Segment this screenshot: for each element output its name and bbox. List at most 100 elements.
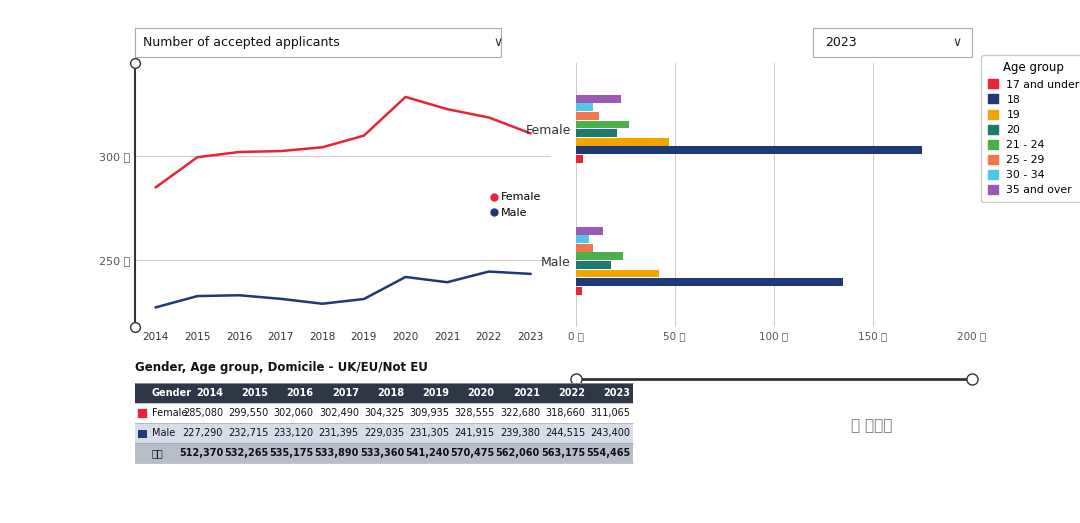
FancyBboxPatch shape bbox=[451, 383, 497, 403]
Text: 302,490: 302,490 bbox=[319, 408, 359, 418]
FancyBboxPatch shape bbox=[271, 444, 316, 463]
FancyBboxPatch shape bbox=[542, 403, 588, 423]
FancyBboxPatch shape bbox=[316, 444, 362, 463]
FancyBboxPatch shape bbox=[362, 444, 407, 463]
Text: 2016: 2016 bbox=[286, 388, 313, 398]
FancyBboxPatch shape bbox=[135, 383, 180, 403]
FancyBboxPatch shape bbox=[137, 408, 147, 418]
Text: 554,465: 554,465 bbox=[586, 448, 631, 458]
Text: Gender: Gender bbox=[151, 388, 192, 398]
Text: 244,515: 244,515 bbox=[545, 428, 585, 438]
FancyBboxPatch shape bbox=[451, 403, 497, 423]
Bar bbox=[576, 287, 581, 294]
FancyBboxPatch shape bbox=[180, 423, 226, 444]
Text: 2023: 2023 bbox=[604, 388, 631, 398]
FancyBboxPatch shape bbox=[542, 423, 588, 444]
Text: Male: Male bbox=[151, 428, 175, 438]
Text: 2022: 2022 bbox=[558, 388, 585, 398]
FancyBboxPatch shape bbox=[271, 383, 316, 403]
FancyBboxPatch shape bbox=[135, 403, 180, 423]
Text: 243,400: 243,400 bbox=[591, 428, 631, 438]
FancyBboxPatch shape bbox=[407, 423, 451, 444]
FancyBboxPatch shape bbox=[542, 383, 588, 403]
Text: 2017: 2017 bbox=[332, 388, 359, 398]
FancyBboxPatch shape bbox=[497, 423, 542, 444]
FancyBboxPatch shape bbox=[542, 444, 588, 463]
Text: 533,360: 533,360 bbox=[360, 448, 404, 458]
Bar bbox=[576, 278, 843, 286]
Text: 309,935: 309,935 bbox=[409, 408, 449, 418]
Text: 241,915: 241,915 bbox=[455, 428, 495, 438]
Bar bbox=[576, 112, 599, 120]
FancyBboxPatch shape bbox=[588, 423, 633, 444]
Bar bbox=[576, 244, 593, 252]
Text: 318,660: 318,660 bbox=[545, 408, 585, 418]
FancyBboxPatch shape bbox=[407, 383, 451, 403]
Text: 311,065: 311,065 bbox=[591, 408, 631, 418]
FancyBboxPatch shape bbox=[588, 403, 633, 423]
FancyBboxPatch shape bbox=[407, 444, 451, 463]
Text: 2018: 2018 bbox=[377, 388, 404, 398]
FancyBboxPatch shape bbox=[316, 383, 362, 403]
Text: 2023: 2023 bbox=[825, 37, 856, 50]
FancyBboxPatch shape bbox=[226, 383, 271, 403]
FancyBboxPatch shape bbox=[137, 428, 147, 438]
FancyBboxPatch shape bbox=[226, 403, 271, 423]
Text: 总计: 总计 bbox=[151, 448, 163, 458]
Text: 2021: 2021 bbox=[513, 388, 540, 398]
Bar bbox=[576, 120, 630, 128]
Text: ∨: ∨ bbox=[492, 37, 502, 50]
FancyBboxPatch shape bbox=[407, 403, 451, 423]
FancyBboxPatch shape bbox=[362, 383, 407, 403]
Text: Number of accepted applicants: Number of accepted applicants bbox=[144, 37, 340, 50]
Bar bbox=[576, 138, 669, 145]
Bar bbox=[576, 95, 621, 103]
Text: 231,305: 231,305 bbox=[409, 428, 449, 438]
Text: 532,265: 532,265 bbox=[224, 448, 268, 458]
FancyBboxPatch shape bbox=[135, 423, 180, 444]
Text: 299,550: 299,550 bbox=[228, 408, 268, 418]
Bar bbox=[576, 253, 623, 260]
Bar bbox=[576, 235, 590, 243]
FancyBboxPatch shape bbox=[271, 423, 316, 444]
FancyBboxPatch shape bbox=[180, 444, 226, 463]
Legend: Female, Male: Female, Male bbox=[486, 188, 545, 222]
Text: 562,060: 562,060 bbox=[496, 448, 540, 458]
Text: 304,325: 304,325 bbox=[364, 408, 404, 418]
FancyBboxPatch shape bbox=[497, 403, 542, 423]
Text: 322,680: 322,680 bbox=[500, 408, 540, 418]
Text: 512,370: 512,370 bbox=[179, 448, 224, 458]
FancyBboxPatch shape bbox=[813, 28, 972, 58]
Text: 229,035: 229,035 bbox=[364, 428, 404, 438]
Bar bbox=[576, 227, 604, 235]
FancyBboxPatch shape bbox=[362, 403, 407, 423]
Text: 563,175: 563,175 bbox=[541, 448, 585, 458]
Text: 285,080: 285,080 bbox=[183, 408, 224, 418]
FancyBboxPatch shape bbox=[226, 423, 271, 444]
Text: 2020: 2020 bbox=[468, 388, 495, 398]
Text: 2015: 2015 bbox=[241, 388, 268, 398]
Text: Gender, Age group, Domicile - UK/EU/Not EU: Gender, Age group, Domicile - UK/EU/Not … bbox=[135, 361, 428, 374]
FancyBboxPatch shape bbox=[451, 423, 497, 444]
Bar bbox=[576, 155, 582, 163]
Bar bbox=[576, 104, 593, 111]
Text: 232,715: 232,715 bbox=[228, 428, 268, 438]
Text: 231,395: 231,395 bbox=[319, 428, 359, 438]
FancyBboxPatch shape bbox=[451, 444, 497, 463]
Text: ∨: ∨ bbox=[953, 37, 961, 50]
Text: 239,380: 239,380 bbox=[500, 428, 540, 438]
FancyBboxPatch shape bbox=[135, 444, 180, 463]
Bar bbox=[576, 146, 922, 154]
Text: 535,175: 535,175 bbox=[269, 448, 313, 458]
FancyBboxPatch shape bbox=[316, 403, 362, 423]
Text: 533,890: 533,890 bbox=[314, 448, 359, 458]
FancyBboxPatch shape bbox=[362, 423, 407, 444]
Text: 570,475: 570,475 bbox=[450, 448, 495, 458]
Legend: 17 and under, 18, 19, 20, 21 - 24, 25 - 29, 30 - 34, 35 and over: 17 and under, 18, 19, 20, 21 - 24, 25 - … bbox=[982, 55, 1080, 202]
Text: 541,240: 541,240 bbox=[405, 448, 449, 458]
FancyBboxPatch shape bbox=[180, 403, 226, 423]
Text: 2019: 2019 bbox=[422, 388, 449, 398]
FancyBboxPatch shape bbox=[226, 444, 271, 463]
FancyBboxPatch shape bbox=[271, 403, 316, 423]
FancyBboxPatch shape bbox=[588, 444, 633, 463]
